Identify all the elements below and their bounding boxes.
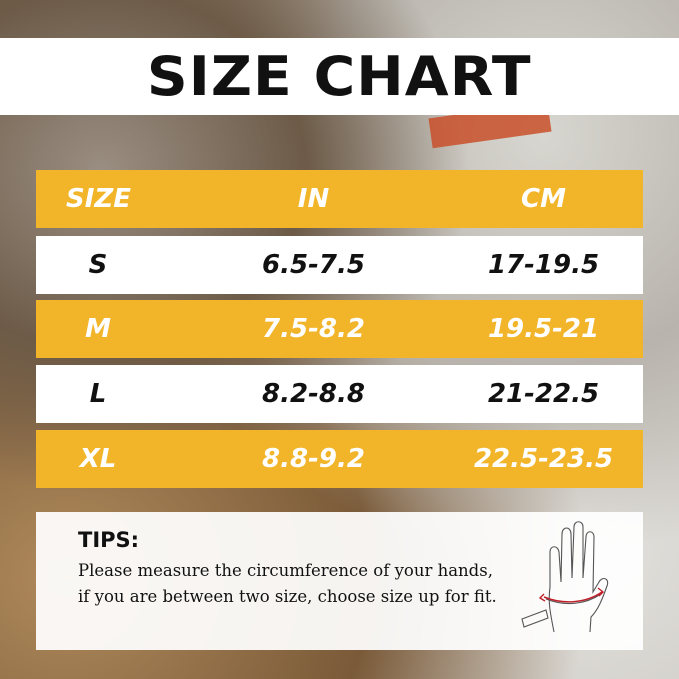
- table-row: S 6.5-7.5 17-19.5: [36, 236, 643, 294]
- tips-text: Please measure the circumference of your…: [78, 561, 497, 606]
- cell-size: XL: [79, 444, 117, 474]
- cell-in: 8.8-9.2: [262, 444, 365, 474]
- title-band: SIZE CHART: [0, 38, 679, 115]
- table-row: L 8.2-8.8 21-22.5: [36, 365, 643, 423]
- cell-in: 8.2-8.8: [262, 379, 365, 409]
- cell-cm: 21-22.5: [487, 379, 600, 409]
- tips-title: TIPS:: [78, 528, 140, 552]
- table-row: XL 8.8-9.2 22.5-23.5: [36, 430, 643, 488]
- cell-in: 6.5-7.5: [262, 250, 365, 280]
- header-in: IN: [297, 184, 330, 214]
- table-row: M 7.5-8.2 19.5-21: [36, 300, 643, 358]
- cell-size: S: [88, 250, 108, 280]
- cell-size: L: [89, 379, 107, 409]
- hand-measure-icon: [521, 521, 609, 633]
- cell-cm: 22.5-23.5: [473, 444, 614, 474]
- header-size: SIZE: [66, 184, 132, 214]
- cell-size: M: [85, 314, 111, 344]
- cell-in: 7.5-8.2: [262, 314, 365, 344]
- table-header: SIZE IN CM: [36, 170, 643, 228]
- cell-cm: 19.5-21: [487, 314, 600, 344]
- tips-box: TIPS: Please measure the circumference o…: [36, 512, 643, 650]
- page-title: SIZE CHART: [147, 45, 532, 108]
- header-cm: CM: [521, 184, 566, 214]
- cell-cm: 17-19.5: [487, 250, 600, 280]
